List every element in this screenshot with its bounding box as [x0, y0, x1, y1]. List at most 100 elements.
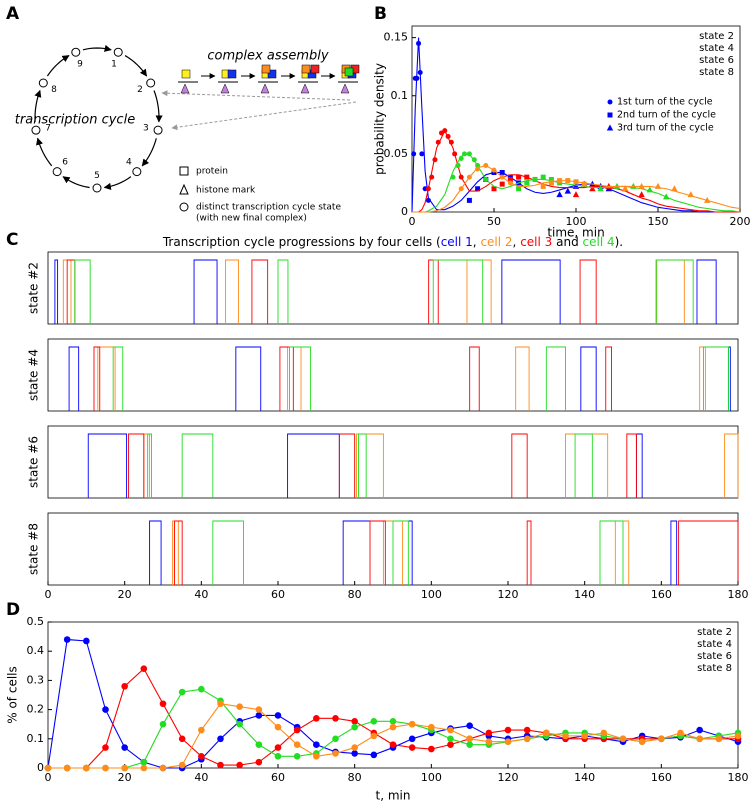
plot-frame [47, 338, 739, 412]
title-part: and [552, 235, 582, 249]
cycle-interval [501, 259, 561, 324]
marker-triangle [622, 185, 629, 192]
x-tick-label: 100 [566, 215, 587, 228]
marker-square [548, 176, 554, 182]
point [485, 729, 493, 737]
node-label: 4 [126, 157, 132, 167]
histone-mark [340, 83, 350, 94]
point [313, 715, 320, 722]
protein [310, 64, 320, 74]
point [236, 720, 243, 728]
point [255, 741, 263, 748]
y-axis-label: % of cells [6, 666, 20, 724]
point [715, 735, 723, 743]
point [236, 703, 243, 710]
x-tick-label: 120 [498, 771, 519, 784]
cycle-interval [212, 520, 244, 585]
marker-square [475, 186, 481, 192]
marker-triangle [638, 191, 645, 198]
cycle-interval [579, 259, 597, 324]
point [63, 636, 71, 643]
marker-square [581, 181, 587, 187]
point [217, 735, 224, 743]
cycle-interval [511, 433, 528, 498]
marker-circle [491, 167, 497, 173]
point [428, 745, 435, 753]
cycle-interval [515, 346, 530, 411]
cycle-node [92, 183, 102, 193]
marker-triangle [663, 193, 670, 200]
panel-label: A [6, 4, 20, 24]
x-tick-label: 20 [118, 588, 132, 601]
point [408, 720, 416, 728]
cycle-arrow [34, 89, 42, 122]
cycle-interval [97, 346, 116, 411]
marker-triangle [564, 187, 571, 194]
point [370, 717, 378, 725]
x-axis-label: t, min [376, 789, 411, 803]
cycle-node [71, 47, 81, 57]
cycle-interval [565, 433, 609, 498]
marker-triangle [704, 196, 711, 203]
marker-circle [425, 186, 431, 192]
cycle-interval [289, 346, 312, 411]
y-tick-label: 0.2 [27, 703, 45, 716]
x-tick-label: 160 [651, 588, 672, 601]
cycle-interval [93, 346, 101, 411]
y-tick-label: 0.1 [391, 89, 409, 102]
y-tick-label: 0 [37, 761, 44, 774]
cycle-interval [670, 520, 678, 585]
title-cell: cell 3 [520, 235, 552, 249]
marker-square [524, 180, 530, 186]
x-tick-label: 120 [498, 588, 519, 601]
cycle-interval [149, 520, 162, 585]
plot-frame [47, 251, 739, 325]
marker-triangle [671, 185, 678, 192]
node-label: 1 [111, 60, 117, 70]
marker-circle [461, 151, 467, 157]
point [389, 717, 397, 725]
histone-mark [220, 83, 230, 94]
point [581, 732, 588, 740]
point [178, 761, 186, 769]
cycle-interval [614, 520, 630, 585]
cycle-interval [174, 520, 183, 585]
cycle-interval [338, 433, 356, 498]
point [293, 726, 301, 734]
protein [267, 69, 277, 79]
x-tick-label: 60 [271, 588, 285, 601]
cycle-interval [696, 259, 717, 324]
point [466, 741, 473, 748]
title-part: Transcription cycle progressions by four… [162, 235, 441, 249]
row-label: state #4 [27, 349, 41, 401]
marker-square [499, 181, 505, 187]
point [351, 744, 358, 751]
marker-circle [411, 151, 417, 157]
point [638, 738, 646, 746]
x-tick-label: 0 [45, 588, 52, 601]
marker-triangle [572, 191, 580, 198]
panel-label: D [6, 600, 20, 620]
marker-triangle [687, 191, 694, 198]
cycle-arrow [141, 138, 157, 167]
x-tick-label: 20 [118, 771, 132, 784]
marker-circle [475, 163, 481, 168]
histone-mark [260, 83, 270, 94]
point [389, 741, 397, 748]
cycle-interval [251, 259, 269, 324]
marker-circle [435, 139, 441, 145]
legend-text: (with new final complex) [196, 214, 307, 224]
x-tick-label: 180 [728, 771, 749, 784]
marker-circle [414, 75, 420, 81]
y-axis-label: probability density [373, 63, 387, 175]
cycle-interval [112, 346, 124, 411]
point [408, 735, 416, 743]
cycle-arrow [82, 44, 112, 52]
marker-triangle [638, 182, 645, 189]
protein [344, 67, 354, 77]
fit-curve [412, 129, 740, 213]
point [293, 753, 301, 760]
cycle-interval [392, 520, 409, 585]
point [198, 753, 205, 760]
legend-icon [179, 183, 189, 195]
